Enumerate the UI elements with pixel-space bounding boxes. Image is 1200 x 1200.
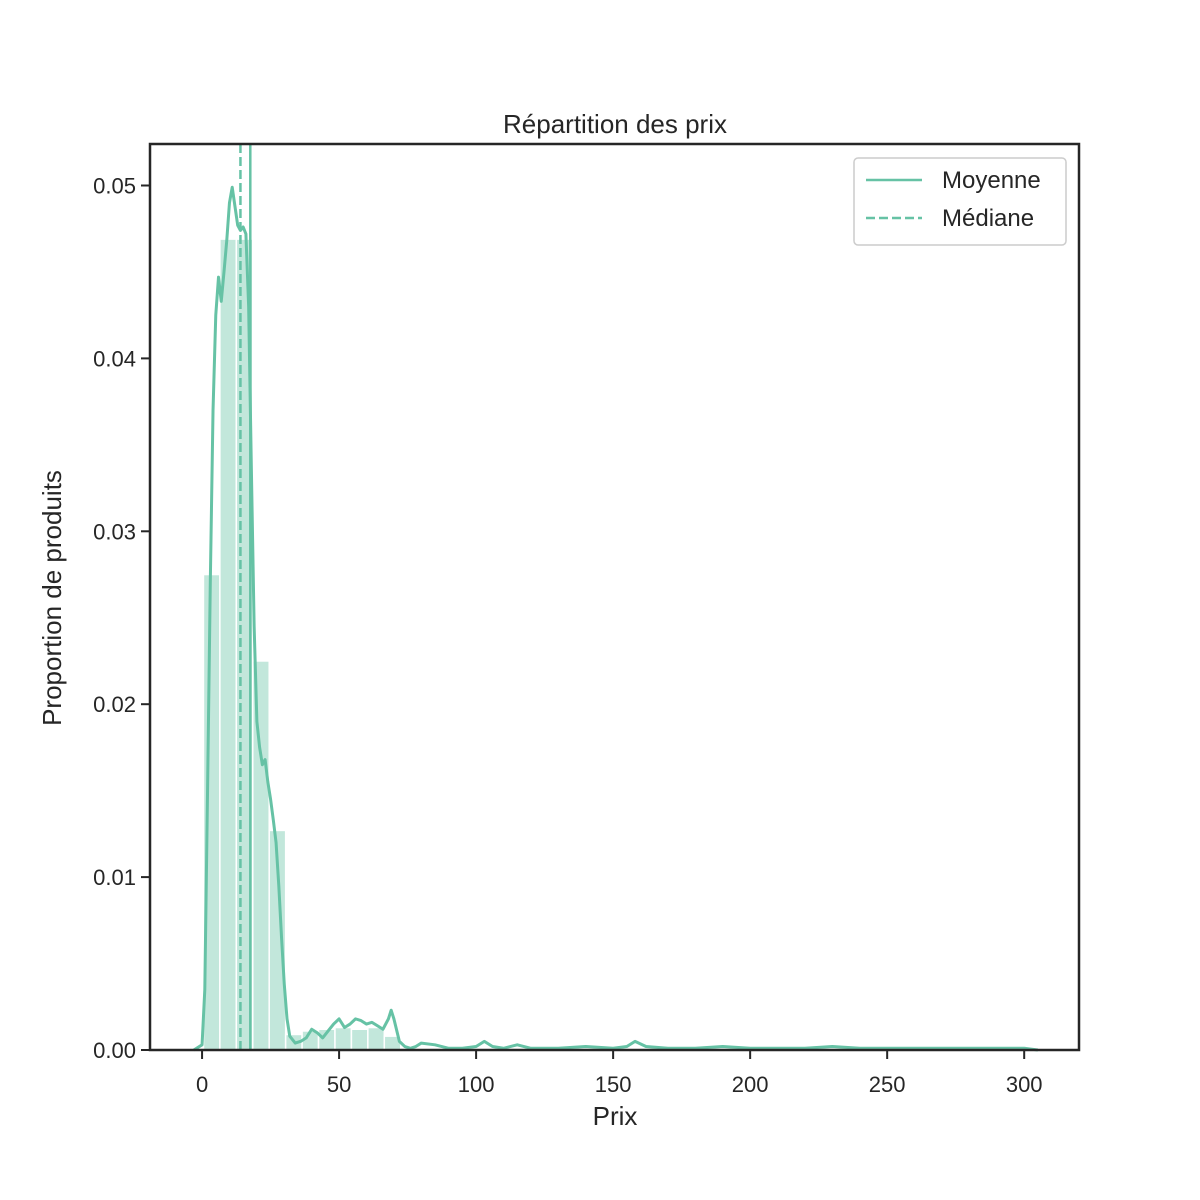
x-tick-label: 150: [595, 1072, 632, 1097]
y-tick-label: 0.01: [93, 865, 136, 890]
legend-label-mediane: Médiane: [942, 205, 1034, 232]
axes-frame: [148, 142, 1081, 1052]
histogram-bar: [350, 1028, 369, 1051]
histogram-bar: [367, 1026, 386, 1051]
reference-lines: [239, 144, 252, 1050]
histogram-bar: [334, 1026, 353, 1051]
x-tick-label: 100: [458, 1072, 495, 1097]
histogram-bar: [252, 660, 270, 1051]
x-axis-label: Prix: [593, 1101, 638, 1131]
x-tick-label: 0: [196, 1072, 208, 1097]
chart-title: Répartition des prix: [503, 109, 727, 139]
y-tick-label: 0.05: [93, 173, 136, 198]
histogram-bar: [219, 238, 238, 1051]
kde-curve: [193, 185, 1039, 1052]
y-tick-label: 0.00: [93, 1038, 136, 1063]
x-tick-label: 250: [869, 1072, 906, 1097]
y-tick-label: 0.04: [93, 346, 136, 371]
legend: Moyenne Médiane: [853, 157, 1067, 246]
x-tick-label: 200: [732, 1072, 769, 1097]
x-tick-label: 300: [1006, 1072, 1043, 1097]
axes: 0 50 100 150 200 250 300 0.00 0.01 0.02 0.03 0.04 0.…: [93, 142, 1081, 1097]
legend-label-moyenne: Moyenne: [942, 167, 1041, 194]
y-axis-label: Proportion de produits: [37, 470, 67, 726]
y-tick-label: 0.03: [93, 519, 136, 544]
y-tick-label: 0.02: [93, 692, 136, 717]
kde-layer: [193, 185, 1039, 1052]
x-tick-label: 50: [327, 1072, 351, 1097]
